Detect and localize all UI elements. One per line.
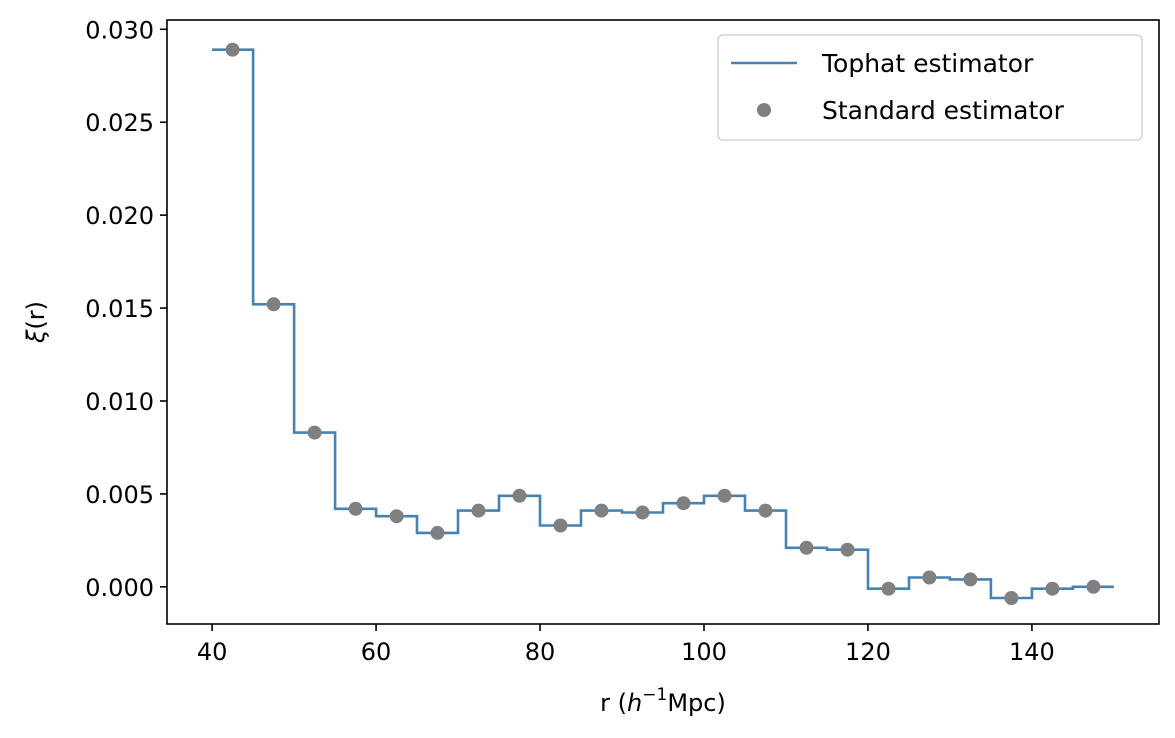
y-tick-label: 0.000 [85, 574, 154, 602]
x-axis-label: r (h−1Mpc) [600, 685, 726, 717]
x-tick-label: 80 [525, 638, 556, 666]
legend-label-standard: Standard estimator [822, 96, 1065, 125]
x-tick-label: 100 [681, 638, 727, 666]
y-axis-label-suffix: (r) [22, 301, 50, 330]
data-point [635, 505, 650, 520]
data-point [922, 570, 937, 585]
data-point [1004, 591, 1019, 605]
axes-frame [166, 19, 1160, 625]
data-point [676, 496, 691, 511]
data-point [471, 503, 486, 518]
y-axis: 0.000 0.005 0.010 0.015 0.020 0.025 0.030 [85, 16, 167, 602]
data-point [225, 42, 240, 57]
data-point [717, 488, 732, 503]
x-axis-label-exp: −1 [642, 685, 667, 705]
data-point [266, 297, 281, 312]
y-tick-label: 0.020 [85, 202, 154, 230]
data-point [512, 488, 527, 503]
x-axis-label-prefix: r ( [600, 689, 627, 717]
data-point [307, 425, 322, 440]
y-tick-label: 0.015 [85, 295, 154, 323]
data-point [799, 540, 814, 555]
x-axis: 40 60 80 100 120 140 [197, 624, 1055, 666]
legend-label-tophat: Tophat estimator [821, 49, 1034, 78]
x-tick-label: 120 [845, 638, 891, 666]
data-point [389, 509, 404, 524]
y-axis-label-var: ξ [22, 329, 50, 344]
data-point [594, 503, 609, 518]
legend-box [717, 34, 1143, 141]
y-tick-label: 0.025 [85, 109, 154, 137]
data-point [881, 581, 896, 596]
x-tick-label: 40 [197, 638, 228, 666]
data-point [758, 503, 773, 518]
y-axis-label: ξ(r) [22, 301, 50, 344]
data-point [963, 572, 978, 587]
x-axis-label-var: h [627, 689, 642, 717]
data-point [1086, 579, 1101, 594]
x-tick-label: 60 [361, 638, 392, 666]
legend: Tophat estimator Standard estimator [717, 34, 1143, 141]
data-point [1045, 581, 1060, 596]
y-tick-label: 0.010 [85, 388, 154, 416]
data-point [430, 525, 445, 540]
y-tick-label: 0.030 [85, 16, 154, 44]
data-point [553, 518, 568, 533]
legend-swatch-standard [757, 103, 771, 117]
x-tick-label: 140 [1009, 638, 1055, 666]
data-point [840, 542, 855, 557]
data-point [348, 501, 363, 516]
series-line-tophat [212, 48, 1114, 600]
plot-area [166, 19, 1160, 625]
x-axis-label-suffix: Mpc) [667, 689, 726, 717]
y-tick-label: 0.005 [85, 481, 154, 509]
